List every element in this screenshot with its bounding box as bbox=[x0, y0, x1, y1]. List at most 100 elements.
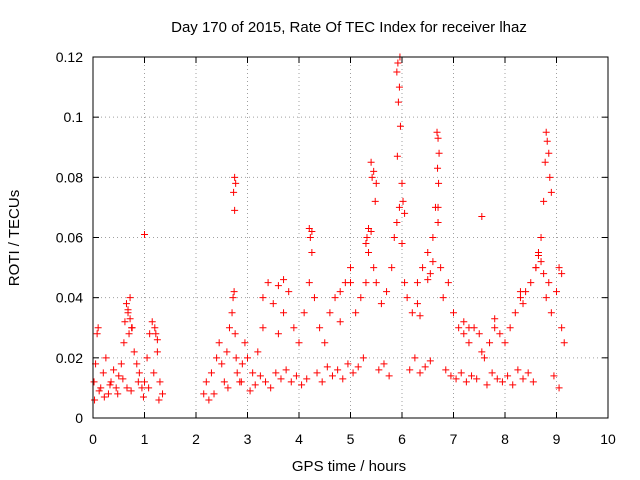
data-point bbox=[368, 173, 376, 181]
data-point bbox=[93, 330, 101, 338]
data-point bbox=[385, 372, 393, 380]
data-point bbox=[280, 276, 288, 284]
data-point bbox=[123, 384, 131, 392]
data-point bbox=[153, 348, 161, 356]
data-point bbox=[488, 369, 496, 377]
data-point bbox=[159, 390, 167, 398]
data-point bbox=[133, 360, 141, 368]
data-point bbox=[429, 234, 437, 241]
data-point bbox=[424, 249, 432, 257]
data-point bbox=[200, 390, 208, 398]
data-point bbox=[232, 354, 240, 362]
data-point bbox=[303, 375, 311, 383]
data-point bbox=[231, 173, 239, 181]
data-point bbox=[434, 134, 442, 142]
data-point bbox=[233, 369, 241, 377]
data-point bbox=[547, 309, 555, 317]
data-point bbox=[516, 288, 524, 296]
data-point bbox=[100, 393, 108, 401]
data-point bbox=[491, 324, 499, 332]
data-point bbox=[362, 240, 370, 248]
data-point bbox=[435, 179, 443, 187]
data-point bbox=[287, 378, 295, 386]
y-tick-labels: 0 0.02 0.04 0.06 0.08 0.1 0.12 bbox=[56, 49, 83, 426]
data-point bbox=[416, 312, 424, 320]
data-point bbox=[383, 288, 391, 296]
data-point bbox=[377, 300, 385, 308]
data-point bbox=[210, 390, 218, 398]
data-point bbox=[134, 378, 142, 386]
x-tick-label: 5 bbox=[347, 431, 355, 447]
data-point bbox=[150, 369, 158, 377]
data-point bbox=[444, 279, 452, 287]
x-tick-label: 8 bbox=[501, 431, 509, 447]
data-point bbox=[365, 224, 373, 232]
data-point bbox=[540, 270, 548, 278]
data-point bbox=[465, 324, 473, 332]
data-point bbox=[395, 203, 403, 211]
data-point bbox=[514, 366, 522, 374]
data-point bbox=[241, 339, 249, 347]
data-point bbox=[272, 369, 280, 377]
data-point bbox=[393, 68, 401, 76]
data-point bbox=[411, 354, 419, 362]
y-tick-label: 0.06 bbox=[56, 230, 83, 246]
data-point bbox=[146, 330, 154, 338]
data-point bbox=[230, 288, 238, 296]
data-point bbox=[547, 188, 555, 196]
data-point bbox=[363, 234, 371, 241]
data-point bbox=[452, 375, 460, 383]
x-tick-label: 0 bbox=[89, 431, 97, 447]
data-point bbox=[426, 270, 434, 278]
data-point bbox=[429, 258, 437, 266]
data-point bbox=[292, 372, 300, 380]
data-point bbox=[306, 234, 314, 241]
data-point bbox=[388, 264, 396, 272]
data-point bbox=[352, 309, 360, 317]
chart-title: Day 170 of 2015, Rate Of TEC Index for r… bbox=[171, 19, 527, 36]
data-point bbox=[220, 378, 228, 386]
data-point bbox=[419, 264, 427, 272]
data-point bbox=[496, 330, 504, 338]
data-point bbox=[125, 330, 133, 338]
data-point bbox=[225, 324, 233, 332]
data-point bbox=[455, 324, 463, 332]
data-point bbox=[135, 369, 143, 377]
data-point bbox=[238, 360, 246, 368]
data-point bbox=[290, 324, 298, 332]
data-point bbox=[262, 378, 270, 386]
data-point bbox=[143, 354, 151, 362]
data-point bbox=[555, 264, 563, 272]
data-point bbox=[393, 218, 401, 226]
data-point bbox=[285, 288, 293, 296]
data-point bbox=[119, 375, 127, 383]
data-point bbox=[439, 294, 447, 302]
data-point bbox=[542, 128, 550, 136]
data-point bbox=[362, 279, 370, 287]
data-point bbox=[550, 372, 558, 380]
x-tick-label: 10 bbox=[600, 431, 616, 447]
data-point bbox=[249, 369, 257, 377]
data-point bbox=[117, 360, 125, 368]
data-point bbox=[529, 378, 537, 386]
data-point bbox=[121, 318, 129, 326]
data-point bbox=[259, 324, 267, 332]
data-point bbox=[318, 378, 326, 386]
data-point bbox=[501, 339, 509, 347]
data-point bbox=[122, 300, 130, 308]
data-point bbox=[326, 309, 334, 317]
data-point bbox=[232, 179, 240, 187]
x-tick-label: 2 bbox=[192, 431, 200, 447]
x-axis-title: GPS time / hours bbox=[292, 458, 406, 475]
data-point bbox=[396, 122, 404, 130]
data-point bbox=[267, 384, 275, 392]
data-point bbox=[558, 270, 566, 278]
data-point bbox=[545, 279, 553, 287]
data-point bbox=[519, 300, 527, 308]
data-point bbox=[126, 294, 134, 302]
data-point bbox=[558, 324, 566, 332]
data-point bbox=[90, 378, 98, 386]
data-point bbox=[462, 378, 470, 386]
data-point bbox=[310, 294, 318, 302]
data-point bbox=[542, 294, 550, 302]
